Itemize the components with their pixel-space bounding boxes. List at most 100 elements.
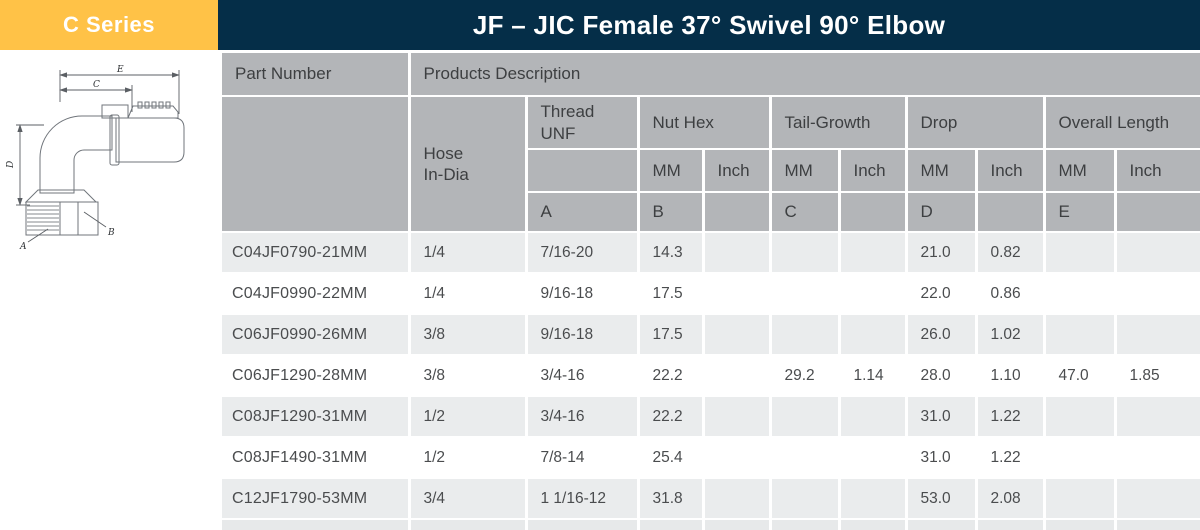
header-spacer-cell [1115,192,1200,233]
dim-label-d: D [6,161,16,169]
col-header-tail-growth: Tail-Growth [770,96,908,150]
table-header: Part Number Products Description Hose In… [222,53,1200,233]
hex-nut [59,201,99,236]
cell-oal-mm [1044,232,1117,274]
cell-part-number: C06JF1290-28MM [222,355,411,397]
cell-nut-hex-mm: 22.2 [638,355,705,397]
cell-drop-mm: 28.0 [906,355,978,397]
cell-drop-inch: 0.86 [976,273,1046,315]
table-body: C04JF0790-21MM 1/4 7/16-20 14.3 21.0 0.8… [222,232,1200,530]
unit-header-tail-inch: Inch [839,149,908,193]
cell-nut-hex-inch [703,355,772,397]
spec-table-wrap: Part Number Products Description Hose In… [222,53,1200,530]
shell-collar [109,114,120,166]
cell-drop-mm: 31.0 [906,396,978,438]
dim-label-e: E [116,65,124,75]
dim-header-a: A [526,192,640,233]
cell-tail-growth-mm [770,314,841,356]
cell-tail-growth-mm [770,478,841,520]
cell-tail-growth-mm [770,273,841,315]
unit-header-nut-mm: MM [638,149,705,193]
cell-tail-growth-inch [839,478,908,520]
cell-drop-mm: 21.0 [906,232,978,274]
header-spacer-cell [703,192,772,233]
cell-drop-mm: 22.0 [906,273,978,315]
unit-header-oal-inch: Inch [1115,149,1200,193]
cell-drop-inch: 0.82 [976,232,1046,274]
cell-tail-growth-inch [839,232,908,274]
cell-tail-growth-mm [770,437,841,479]
cell-oal-mm [1044,478,1117,520]
cell-nut-hex-inch [703,273,772,315]
cell-tail-growth-inch [839,396,908,438]
cell-nut-hex-inch [703,437,772,479]
unit-header-tail-mm: MM [770,149,841,193]
swivel-collar [24,189,98,203]
cell-drop-inch: 2.08 [976,478,1046,520]
crimp-shell [115,117,185,163]
cell-oal-mm [1044,396,1117,438]
unit-header-drop-inch: Inch [976,149,1046,193]
cell-thread-unf: 3/4-16 [526,396,640,438]
cell-drop-inch: 1.10 [976,355,1046,397]
table-row: C08JF1290-31MM 1/2 3/4-16 22.2 31.0 1.22 [222,396,1200,438]
dimension-d: D [6,124,44,206]
cell-oal-inch [1115,437,1200,479]
cell-hose-in-dia: 3/8 [409,314,528,356]
dimension-c: C [59,80,133,112]
cell-tail-growth-inch [839,437,908,479]
cell-tail-growth-inch: 1.14 [839,355,908,397]
table-row: C08JF1490-31MM 1/2 7/8-14 25.4 31.0 1.22 [222,437,1200,479]
table-row: C06JF1290-28MM 3/8 3/4-16 22.2 29.2 1.14… [222,355,1200,397]
table-row: C12JF1790-53MM 3/4 1 1/16-12 31.8 53.0 2… [222,478,1200,520]
col-header-part-number: Part Number [222,53,411,97]
cell-oal-inch [1115,396,1200,438]
tube-highlight [50,122,104,188]
unit-header-drop-mm: MM [906,149,978,193]
cell-thread-unf: 1 1/16-12 [526,478,640,520]
cell-hose-in-dia: 1/2 [409,396,528,438]
cell-tail-growth-inch [839,314,908,356]
cell-hose-in-dia: 1/4 [409,273,528,315]
header-spacer-cell [976,192,1046,233]
page-title: JF – JIC Female 37° Swivel 90° Elbow [218,0,1200,50]
cell-part-number: C08JF1490-31MM [222,437,411,479]
header-spacer-cell [526,149,640,193]
cell-thread-unf: 7/16-20 [526,232,640,274]
dimension-e: E [59,65,180,114]
cell-hose-in-dia: 1/4 [409,232,528,274]
cell-hose-in-dia: 1/2 [409,437,528,479]
cell-part-number: C04JF0790-21MM [222,232,411,274]
callout-a: A [19,228,49,252]
cell-nut-hex-mm: 25.4 [638,437,705,479]
dim-header-e: E [1044,192,1117,233]
col-header-hose-in-dia: Hose In-Dia [409,96,528,233]
table-row: C04JF0990-22MM 1/4 9/16-18 17.5 22.0 0.8… [222,273,1200,315]
unit-header-nut-inch: Inch [703,149,772,193]
cell-oal-inch: 1.85 [1115,355,1200,397]
cell-oal-inch [1115,273,1200,315]
dim-header-d: D [906,192,978,233]
cell-part-number: C12JF1790-53MM [222,478,411,520]
cell-drop-inch: 1.22 [976,396,1046,438]
series-badge: C Series [0,0,218,50]
fitting-technical-drawing: E C D [6,65,185,252]
dim-header-c: C [770,192,841,233]
col-header-overall-length: Overall Length [1044,96,1200,150]
cell-part-number: C04JF0990-22MM [222,273,411,315]
cell-nut-hex-inch [703,314,772,356]
col-header-drop: Drop [906,96,1046,150]
cell-oal-mm [1044,437,1117,479]
elbow-tube [39,115,113,194]
spec-table: Part Number Products Description Hose In… [222,53,1200,530]
header-spacer-cell [222,96,411,233]
cell-nut-hex-mm: 17.5 [638,314,705,356]
table-row: C04JF0790-21MM 1/4 7/16-20 14.3 21.0 0.8… [222,232,1200,274]
cell-thread-unf: 3/4-16 [526,355,640,397]
cell-nut-hex-mm: 17.5 [638,273,705,315]
thread-hatching [27,205,59,231]
cell-thread-unf: 9/16-18 [526,273,640,315]
callout-label-b: B [107,228,115,238]
cell-nut-hex-mm: 14.3 [638,232,705,274]
